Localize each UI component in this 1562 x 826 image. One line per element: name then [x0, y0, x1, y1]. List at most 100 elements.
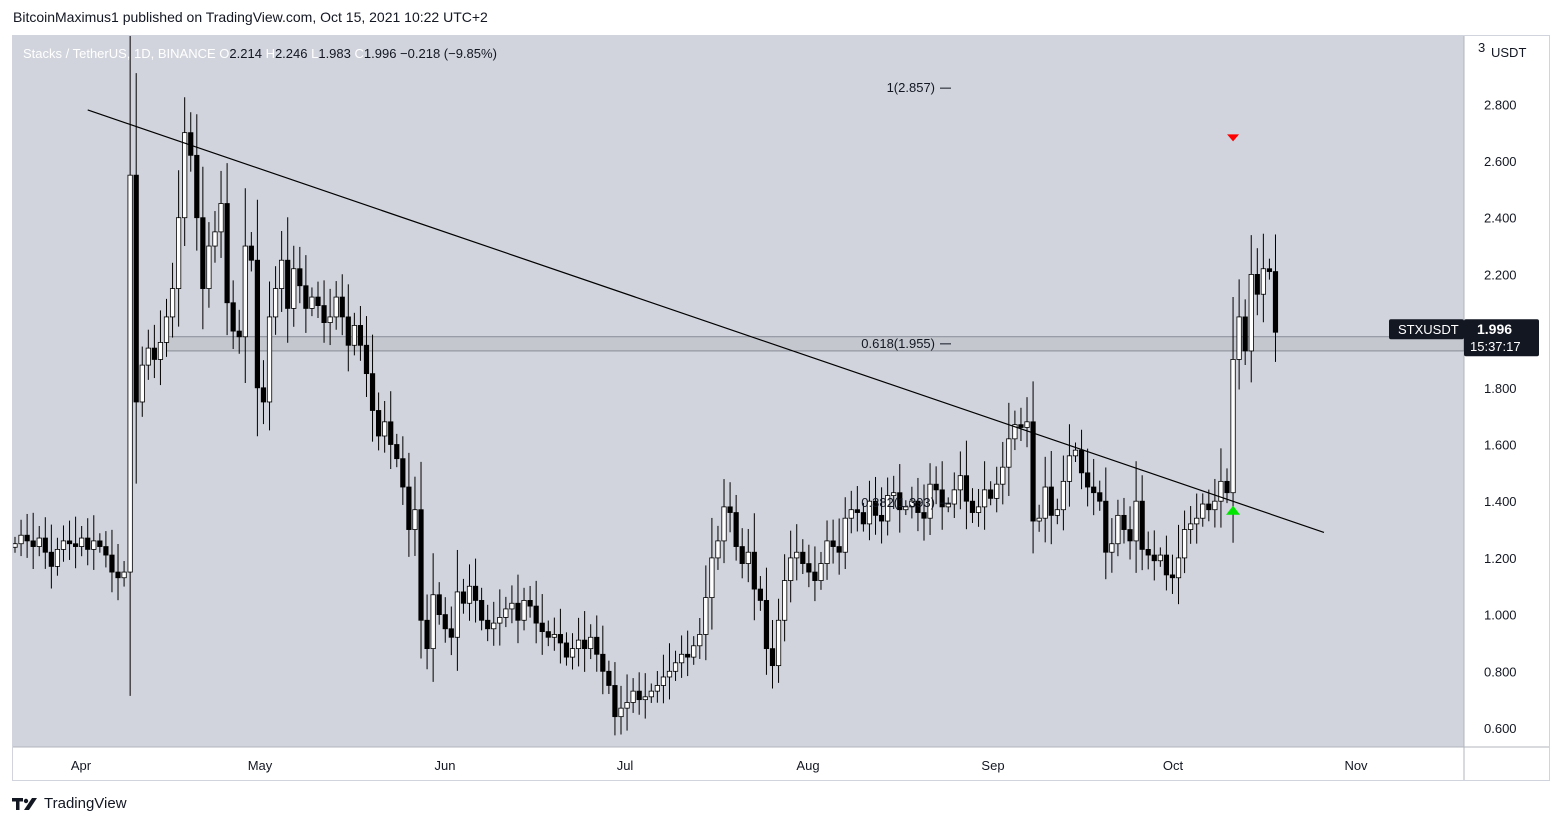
candle-up	[54, 548, 61, 567]
candle-down	[151, 347, 157, 360]
candle-down	[400, 458, 406, 488]
last-price-label: 1.996	[1477, 321, 1512, 337]
candle-down	[878, 514, 885, 522]
candle-up	[660, 676, 667, 686]
symbol-tag	[1389, 319, 1464, 340]
y-tick-label-top: 3	[1478, 40, 1485, 55]
candle-up	[212, 231, 218, 247]
candle-down	[224, 203, 230, 304]
candle-up	[1109, 543, 1115, 553]
candle-down	[1145, 548, 1151, 556]
candles	[13, 36, 1279, 736]
candle-down	[375, 410, 382, 437]
candle-down	[1224, 480, 1230, 494]
candle-up	[551, 634, 557, 638]
y-tick-label: 0.800	[1484, 664, 1517, 679]
candle-up	[272, 288, 279, 318]
candle-down	[897, 492, 903, 511]
candle-up	[848, 509, 854, 519]
candle-up	[824, 540, 830, 564]
candle-up	[13, 543, 18, 548]
candle-down	[194, 154, 200, 219]
candle-up	[927, 483, 933, 519]
candle-down	[612, 685, 618, 718]
candle-down	[200, 217, 206, 289]
plot-area[interactable]	[13, 36, 1464, 747]
candle-up	[79, 537, 85, 547]
candle-down	[933, 483, 939, 491]
tradingview-footer[interactable]: TradingView	[12, 795, 127, 812]
y-tick-label: 1.000	[1484, 608, 1517, 623]
candle-up	[818, 563, 824, 581]
candle-down	[436, 594, 442, 616]
candle-up	[782, 580, 788, 621]
descending-trendline[interactable]	[87, 109, 1325, 533]
candle-up	[309, 296, 315, 309]
candle-down	[963, 475, 970, 502]
candle-up	[1175, 557, 1182, 579]
candle-up	[1060, 480, 1066, 511]
candle-down	[739, 546, 745, 564]
candle-down	[66, 540, 73, 545]
bar-countdown-label: 15:37:17	[1470, 339, 1521, 354]
candle-down	[563, 642, 570, 658]
candle-up	[654, 685, 660, 692]
candle-up	[163, 316, 170, 343]
candle-up	[975, 506, 982, 513]
candle-down	[339, 296, 345, 318]
candle-down	[42, 537, 48, 553]
candle-down	[685, 653, 691, 658]
y-tick-label: 1.600	[1484, 438, 1517, 453]
candle-down	[103, 546, 109, 556]
candle-up	[36, 537, 42, 547]
buy-marker	[1226, 505, 1241, 515]
candle-down	[1103, 500, 1109, 553]
candle-up	[630, 690, 636, 703]
candle-down	[533, 605, 539, 624]
candle-down	[236, 330, 242, 338]
candle-up	[1200, 503, 1206, 519]
candle-up	[709, 557, 715, 598]
candle-down	[1091, 486, 1097, 494]
candle-up	[351, 325, 357, 346]
candle-down	[115, 571, 121, 579]
candle-down	[303, 285, 309, 309]
candle-down	[1272, 271, 1279, 333]
candle-down	[357, 325, 364, 346]
candle-down	[860, 512, 867, 525]
candle-up	[139, 364, 145, 403]
candle-up	[679, 653, 685, 664]
candle-down	[515, 602, 521, 621]
candle-up	[715, 540, 721, 559]
candle-up	[521, 600, 527, 621]
candle-up	[1066, 455, 1073, 482]
candle-up	[1236, 316, 1242, 360]
price-axis[interactable]	[1464, 36, 1549, 780]
candle-down	[424, 619, 430, 650]
candle-down	[485, 619, 491, 630]
candle-up	[891, 492, 897, 496]
x-tick-label: Apr	[71, 758, 92, 773]
candle-down	[394, 444, 400, 460]
y-tick-label: 2.200	[1484, 267, 1517, 282]
candle-down	[406, 486, 412, 530]
candle-up	[618, 707, 624, 718]
candlestick-chart[interactable]: 1(2.857) 0.618(1.955) 0.382(1.393) 0.600 0.8…	[13, 36, 1549, 780]
candle-up	[127, 174, 133, 573]
axis-currency: USDT	[1491, 45, 1526, 60]
candle-down	[1030, 421, 1036, 522]
candle-up	[1157, 554, 1163, 562]
candle-up	[672, 662, 679, 672]
candle-down	[30, 540, 36, 547]
candle-down	[285, 259, 291, 309]
y-tick-label: 1.400	[1484, 494, 1517, 509]
x-tick-label: Nov	[1344, 758, 1368, 773]
candle-up	[1218, 480, 1224, 502]
candle-down	[1085, 472, 1091, 488]
fib-label-0.382: 0.382(1.393)	[861, 495, 935, 510]
x-tick-label: Sep	[981, 758, 1004, 773]
candle-up	[648, 690, 654, 698]
candle-up	[491, 622, 497, 630]
time-axis[interactable]	[13, 747, 1464, 780]
y-tick-label: 2.400	[1484, 211, 1517, 226]
